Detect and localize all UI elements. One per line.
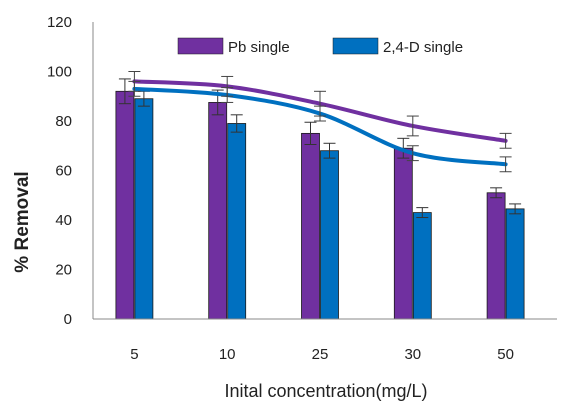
x-tick-label: 10 (219, 346, 236, 363)
y-tick-label: 0 (64, 311, 72, 328)
trend-error-bars (128, 71, 512, 173)
bar-d24-50 (505, 208, 525, 320)
bars (115, 90, 525, 320)
y-tick-labels: 0 20 40 60 80 100 120 (47, 14, 72, 328)
legend-label-pb: Pb single (228, 39, 290, 56)
bar-pb-30 (393, 147, 413, 320)
legend-swatch-pb (177, 37, 224, 55)
bar-error-bars (118, 78, 522, 219)
y-tick-label: 60 (55, 163, 72, 180)
x-tick-label: 50 (497, 346, 514, 363)
bar-error (509, 203, 522, 215)
bar-pb-10 (208, 102, 228, 320)
bar-error (323, 142, 336, 159)
trend-error (499, 156, 512, 173)
y-tick-label: 80 (55, 113, 72, 130)
bar-pb-5 (115, 90, 135, 320)
trend-error (406, 115, 419, 137)
bar-error (118, 78, 131, 105)
bar-error (490, 187, 503, 199)
legend-label-d24: 2,4-D single (383, 39, 463, 56)
trend-error (314, 105, 326, 122)
bar-error (416, 207, 429, 219)
x-tick-labels: 5 10 25 30 50 (130, 346, 514, 363)
y-axis-title: % Removal (12, 171, 33, 272)
trend-error (499, 132, 512, 149)
y-tick-label: 120 (47, 14, 72, 31)
x-axis-title: Inital concentration(mg/L) (224, 381, 427, 401)
x-tick-label: 5 (130, 346, 138, 363)
bar-error (304, 121, 317, 146)
x-tick-label: 25 (312, 346, 329, 363)
bar-error (230, 114, 243, 133)
bar-d24-30 (412, 212, 432, 320)
trend-error (406, 145, 419, 162)
axes (92, 22, 557, 320)
bar-d24-10 (227, 123, 247, 320)
x-tick-label: 30 (404, 346, 421, 363)
bar-pb-50 (486, 192, 506, 320)
trend-error (221, 87, 234, 103)
trend-error (128, 80, 141, 97)
bar-d24-5 (134, 98, 154, 320)
bar-d24-25 (320, 150, 339, 320)
y-tick-label: 20 (55, 262, 72, 279)
bar-pb-25 (301, 132, 320, 320)
legend: Pb single 2,4-D single (177, 37, 463, 56)
legend-swatch-d24 (332, 37, 379, 55)
y-tick-label: 100 (47, 64, 72, 81)
y-tick-label: 40 (55, 212, 72, 229)
